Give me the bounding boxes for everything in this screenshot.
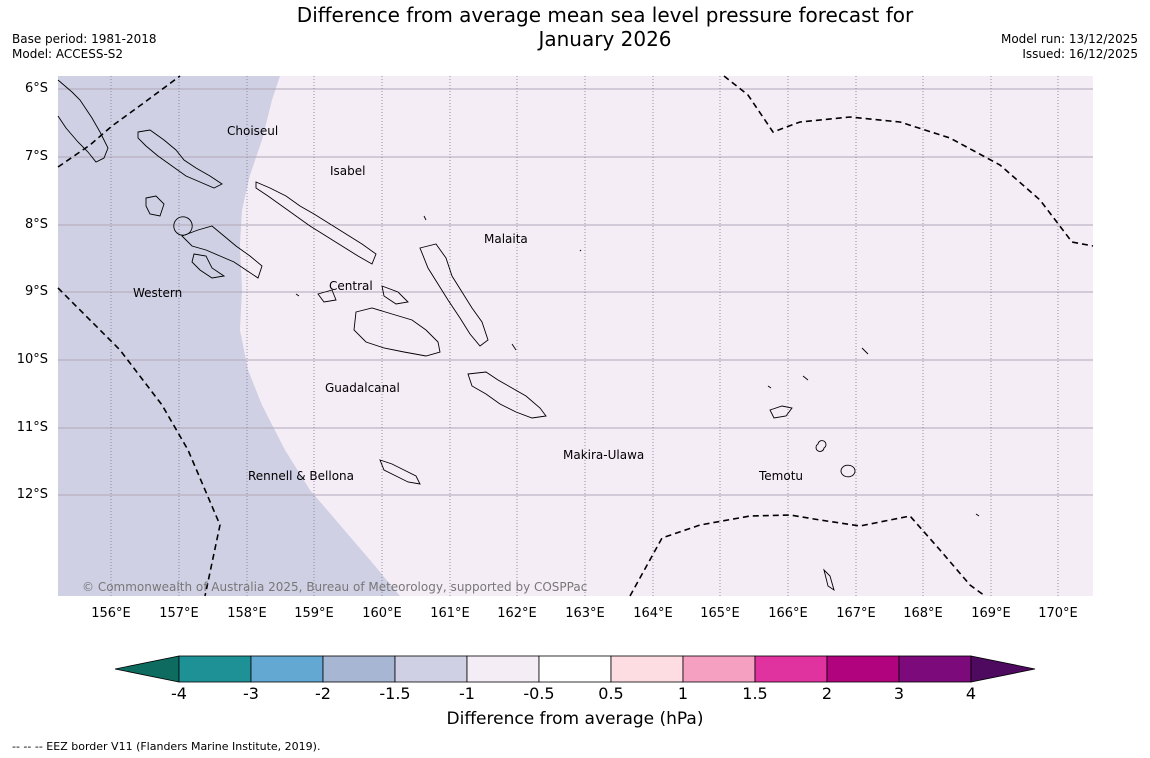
colorbar-cell — [755, 656, 827, 682]
cb-tick: -1 — [442, 684, 492, 703]
colorbar — [0, 0, 1150, 758]
colorbar-cell — [467, 656, 539, 682]
colorbar-cell — [323, 656, 395, 682]
cb-tick: 2 — [802, 684, 852, 703]
colorbar-cells — [115, 656, 1035, 682]
colorbar-cell — [611, 656, 683, 682]
cb-tick: -4 — [154, 684, 204, 703]
cb-tick: 1 — [658, 684, 708, 703]
cb-tick: 1.5 — [730, 684, 780, 703]
cb-tick: 3 — [874, 684, 924, 703]
colorbar-cell — [179, 656, 251, 682]
colorbar-cell — [827, 656, 899, 682]
colorbar-cell — [395, 656, 467, 682]
colorbar-label: Difference from average (hPa) — [0, 709, 1150, 729]
colorbar-cell — [251, 656, 323, 682]
cb-tick: 0.5 — [586, 684, 636, 703]
cb-tick: -1.5 — [370, 684, 420, 703]
cb-tick: -0.5 — [514, 684, 564, 703]
cb-tick: -3 — [226, 684, 276, 703]
colorbar-cell — [683, 656, 755, 682]
cb-tick: 4 — [946, 684, 996, 703]
cb-tick: -2 — [298, 684, 348, 703]
colorbar-cell — [899, 656, 971, 682]
colorbar-cell — [539, 656, 611, 682]
colorbar-extend-high — [971, 656, 1035, 682]
colorbar-extend-low — [115, 656, 179, 682]
eez-footnote: -- -- -- EEZ border V11 (Flanders Marine… — [12, 740, 320, 753]
